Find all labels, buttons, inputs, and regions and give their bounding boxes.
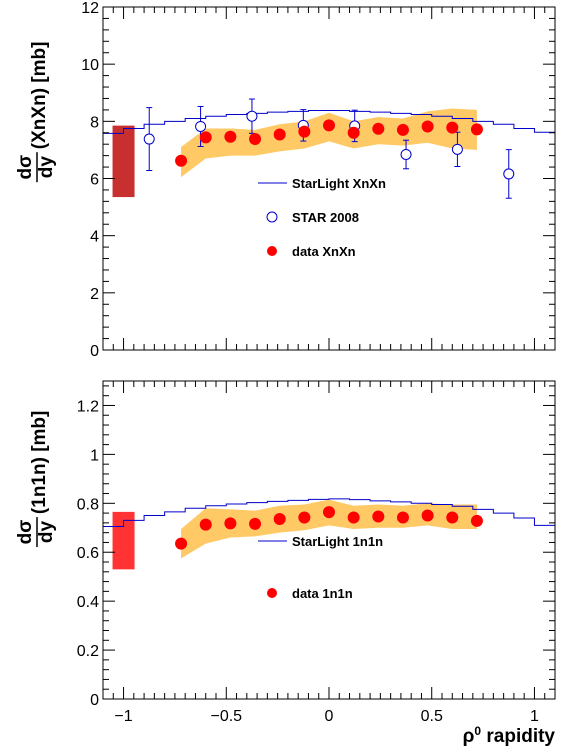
y-tick-label: 0 (90, 692, 99, 709)
data-point (446, 511, 459, 524)
data-point (396, 511, 409, 524)
data-point (175, 537, 188, 550)
x-tick-label: 0.5 (421, 708, 443, 725)
y-axis-title-numerator: dσ (15, 520, 36, 545)
data-point (347, 511, 360, 524)
data-point (347, 126, 360, 139)
x-axis-title: ρ0 rapidity (463, 724, 556, 747)
star2008-point (451, 143, 463, 155)
data-point (224, 517, 237, 530)
data-point (323, 119, 335, 132)
data-point (470, 123, 483, 136)
data-point (421, 509, 434, 522)
systematic-band (181, 108, 477, 178)
y-axis-title-denominator: dy (36, 156, 57, 179)
y-tick-label: 1 (90, 447, 99, 464)
y-tick-label: 0.8 (77, 496, 99, 513)
star2008-point (195, 120, 207, 132)
data-point (199, 131, 212, 144)
plot-area (103, 98, 555, 199)
y-tick-label: 0.2 (77, 643, 99, 660)
data-point (273, 128, 286, 141)
data-point (298, 125, 311, 138)
data-point (175, 154, 188, 167)
y-tick-label: 10 (81, 57, 99, 74)
y-tick-label: 8 (90, 114, 99, 131)
legend-starlight-label: StarLight 1n1n (292, 534, 383, 549)
y-tick-label: 12 (81, 0, 99, 17)
plot-area (103, 498, 555, 570)
y-tick-label: 2 (90, 286, 99, 303)
data-point (396, 123, 409, 136)
x-axis-title-rho: ρ (463, 726, 475, 747)
y-axis-title-denominator: dy (36, 521, 57, 544)
star2008-point (503, 168, 515, 180)
y-tick-label: 0.4 (77, 594, 99, 611)
data-point (249, 517, 262, 530)
x-tick-label: −0.5 (210, 708, 242, 725)
x-tick-label: 0 (325, 708, 334, 725)
bottom-panel: 00.20.40.60.811.2−1 −0.5 0 0.5 1ρ0 rapidityd… (15, 380, 556, 747)
data-point (470, 514, 483, 527)
legend-starlight-label: StarLight XnXn (292, 176, 386, 191)
data-point (298, 511, 311, 524)
x-axis-title-rest: rapidity (481, 726, 555, 747)
legend-data-label: data XnXn (292, 244, 356, 259)
legend-data-marker (267, 588, 277, 598)
y-axis-title-suffix: (XnXn) [mb] (29, 42, 50, 150)
data-point (372, 122, 385, 135)
normalization-uncertainty-box (112, 125, 135, 198)
x-axis-title-sup: 0 (474, 724, 481, 738)
data-point (273, 512, 286, 525)
starlight-histogram (103, 109, 555, 134)
y-tick-label: 0.6 (77, 545, 99, 562)
top-panel: 0 2 4 6 8 10 12 dσ dy (XnXn) [mb] StarLight XnXn ST… (15, 0, 556, 360)
data-point (224, 130, 237, 143)
star2008-point (400, 148, 412, 160)
data-point (372, 510, 385, 523)
y-axis-title-numerator: dσ (15, 155, 36, 180)
y-tick-label: 1.2 (77, 398, 99, 415)
y-tick-label: 6 (90, 172, 99, 189)
y-axis-title-suffix: (1n1n) [mb] (29, 411, 50, 514)
x-tick-label: 1 (530, 708, 539, 725)
data-point (446, 121, 459, 134)
y-tick-label: 0 (90, 343, 99, 360)
star2008-point (246, 110, 258, 122)
star2008-point (143, 133, 155, 145)
y-tick-label: 4 (90, 229, 99, 246)
data-point (421, 120, 434, 133)
x-tick-label: −1 (114, 708, 132, 725)
data-point (249, 133, 262, 146)
legend-data-marker (267, 246, 277, 256)
starlight-histogram (103, 498, 555, 528)
y-axis-title: dσ dy (1n1n) [mb] (15, 411, 57, 548)
legend-data-label: data 1n1n (292, 586, 353, 601)
y-axis-title: dσ dy (XnXn) [mb] (15, 42, 57, 183)
data-point (199, 518, 212, 531)
data-point (323, 506, 335, 519)
legend-star2008-marker (266, 211, 278, 223)
legend-star2008-label: STAR 2008 (292, 210, 359, 225)
